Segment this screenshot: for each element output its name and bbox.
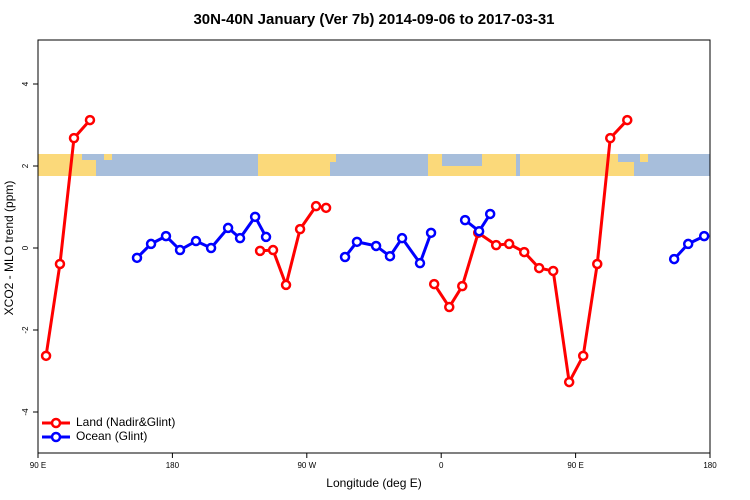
data-point bbox=[174, 244, 186, 256]
data-point bbox=[160, 230, 172, 242]
data-point bbox=[414, 257, 426, 269]
data-point bbox=[249, 211, 261, 223]
data-point bbox=[131, 252, 143, 264]
x-tick-label: 90 E bbox=[30, 461, 46, 470]
data-point bbox=[254, 245, 266, 257]
data-point bbox=[234, 232, 246, 244]
data-point bbox=[384, 250, 396, 262]
data-point bbox=[294, 223, 306, 235]
x-axis-label: Longitude (deg E) bbox=[326, 476, 421, 490]
y-tick-label: 4 bbox=[21, 81, 30, 86]
legend-label: Ocean (Glint) bbox=[76, 429, 147, 443]
x-tick-label: 180 bbox=[703, 461, 717, 470]
data-point bbox=[260, 231, 272, 243]
data-point bbox=[205, 242, 217, 254]
chart-title: 30N-40N January (Ver 7b) 2014-09-06 to 2… bbox=[193, 11, 554, 28]
data-point bbox=[320, 202, 332, 214]
data-point bbox=[490, 239, 502, 251]
data-point bbox=[682, 238, 694, 250]
data-point bbox=[351, 236, 363, 248]
data-point bbox=[444, 301, 455, 313]
x-tick-label: 0 bbox=[439, 461, 444, 470]
data-point bbox=[222, 222, 234, 234]
data-point bbox=[280, 279, 292, 291]
data-point bbox=[484, 208, 496, 220]
data-point bbox=[428, 278, 440, 290]
data-point bbox=[84, 114, 96, 126]
data-point bbox=[604, 132, 616, 144]
data-point bbox=[68, 132, 80, 144]
data-point bbox=[54, 258, 66, 270]
data-point bbox=[563, 376, 575, 388]
data-point bbox=[473, 225, 485, 237]
map-strip bbox=[38, 154, 710, 176]
data-point bbox=[518, 246, 530, 258]
y-tick-label: -2 bbox=[21, 326, 30, 334]
data-point bbox=[40, 350, 52, 362]
data-point bbox=[547, 265, 559, 277]
data-point bbox=[339, 251, 351, 263]
data-point bbox=[396, 232, 408, 244]
legend-marker bbox=[50, 431, 62, 443]
legend-label: Land (Nadir&Glint) bbox=[76, 415, 175, 429]
data-point bbox=[457, 280, 468, 292]
data-point bbox=[668, 253, 680, 265]
y-tick-label: -4 bbox=[21, 408, 30, 416]
x-tick-label: 90 E bbox=[567, 461, 583, 470]
data-point bbox=[425, 227, 437, 239]
data-point bbox=[267, 244, 279, 256]
data-point bbox=[145, 238, 157, 250]
data-point bbox=[459, 214, 471, 226]
data-point bbox=[370, 240, 382, 252]
data-point bbox=[592, 258, 603, 270]
data-point bbox=[503, 238, 515, 250]
data-point bbox=[190, 235, 202, 247]
y-tick-label: 2 bbox=[21, 163, 30, 168]
data-point bbox=[577, 350, 589, 362]
data-point bbox=[533, 262, 545, 274]
legend-marker bbox=[50, 417, 62, 429]
y-tick-label: 0 bbox=[21, 245, 30, 250]
data-point bbox=[622, 114, 633, 126]
y-axis-label: XCO2 - MLO trend (ppm) bbox=[2, 181, 16, 316]
plot-frame bbox=[37, 39, 711, 454]
series-line bbox=[135, 213, 705, 267]
x-tick-label: 90 W bbox=[297, 461, 316, 470]
data-point bbox=[698, 230, 710, 242]
data-point bbox=[310, 200, 322, 212]
x-tick-label: 180 bbox=[166, 461, 180, 470]
